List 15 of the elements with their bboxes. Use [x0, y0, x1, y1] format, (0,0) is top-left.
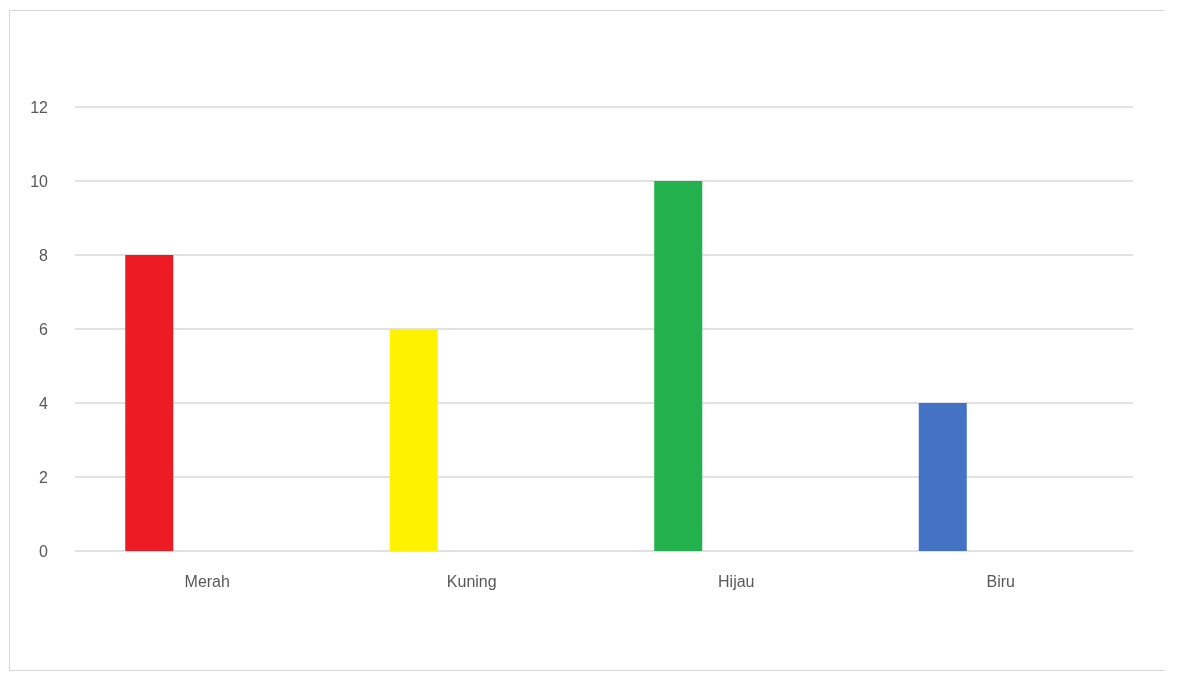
bar [654, 181, 703, 551]
y-tick-label: 6 [39, 320, 49, 338]
x-tick-label: Kuning [446, 573, 497, 590]
x-tick-label: Hijau [718, 573, 755, 590]
bar [125, 255, 174, 551]
y-tick-label: 0 [39, 542, 49, 560]
x-tick-label: Merah [184, 573, 230, 590]
y-tick-label: 10 [30, 172, 49, 190]
y-tick-label: 2 [39, 468, 49, 486]
bar [389, 329, 438, 551]
bar [918, 403, 967, 551]
y-tick-label: 4 [39, 394, 49, 412]
y-tick-label: 8 [39, 246, 49, 264]
y-tick-label: 12 [30, 98, 49, 116]
x-tick-label: Biru [986, 573, 1015, 590]
